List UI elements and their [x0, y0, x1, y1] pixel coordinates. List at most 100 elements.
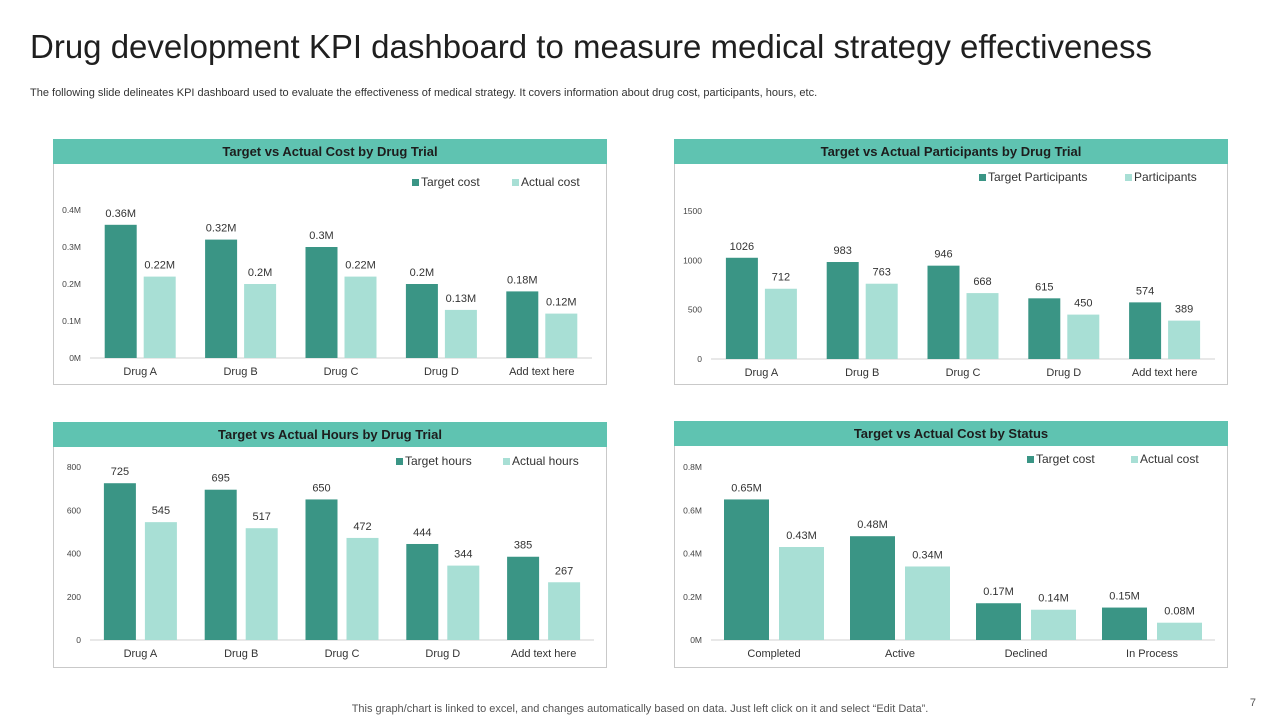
bar-actual	[1031, 609, 1076, 640]
bar-target	[724, 499, 769, 640]
x-tick-label: Drug B	[223, 366, 257, 378]
bar-actual	[245, 528, 278, 640]
legend-swatch	[1027, 456, 1034, 463]
x-tick-label: Drug A	[124, 648, 158, 660]
y-tick-label: 0.6M	[683, 505, 702, 515]
data-label: 763	[873, 267, 891, 279]
page-title: Drug development KPI dashboard to measur…	[30, 28, 1152, 65]
y-tick-label: 1500	[683, 206, 702, 216]
chart-panel-hours-by-trial[interactable]: Target vs Actual Hours by Drug Trial 0 20…	[53, 422, 607, 668]
bar-target	[1102, 607, 1147, 640]
bar-target	[826, 262, 859, 359]
legend-swatch	[412, 179, 419, 186]
chart-title: Target vs Actual Hours by Drug Trial	[53, 422, 607, 447]
data-label: 650	[312, 482, 330, 494]
bar-actual	[344, 276, 377, 358]
chart-title: Target vs Actual Cost by Status	[674, 421, 1228, 446]
chart-cost-by-status[interactable]: 0M 0.2M 0.4M 0.6M 0.8M 0.65M 0.43M Completed 0.4…	[675, 446, 1227, 667]
y-tick-label: 0.4M	[683, 549, 702, 559]
data-label: 983	[834, 245, 852, 257]
bar-actual	[447, 565, 480, 640]
page-subtitle: The following slide delineates KPI dashb…	[30, 87, 818, 99]
bar-actual	[548, 582, 581, 640]
x-tick-label: Drug C	[946, 367, 981, 379]
bar-target	[406, 543, 439, 640]
data-label: 545	[152, 505, 170, 517]
chart-panel-cost-by-trial[interactable]: Target vs Actual Cost by Drug Trial 0M 0.…	[53, 139, 607, 385]
x-tick-label: Drug D	[424, 366, 459, 378]
chart-title: Target vs Actual Participants by Drug Tr…	[674, 139, 1228, 164]
data-label: 0.2M	[248, 267, 272, 279]
bar-actual	[905, 566, 950, 640]
data-label: 0.17M	[983, 586, 1014, 598]
legend-label: Target cost	[1036, 452, 1095, 466]
bar-actual	[545, 313, 578, 358]
y-tick-label: 0	[76, 635, 81, 645]
x-tick-label: Drug D	[425, 648, 460, 660]
y-tick-label: 0.4M	[62, 205, 81, 215]
legend-swatch	[503, 458, 510, 465]
bar-actual	[779, 547, 824, 640]
chart-participants-by-trial[interactable]: 0 500 1000 1500 1026 712 Drug A 983 763 Drug B 946…	[675, 164, 1227, 384]
bar-target	[725, 257, 758, 359]
y-tick-label: 200	[67, 592, 81, 602]
chart-panel-participants-by-trial[interactable]: Target vs Actual Participants by Drug Tr…	[674, 139, 1228, 385]
legend-swatch	[1131, 456, 1138, 463]
data-label: 615	[1035, 281, 1053, 293]
data-label: 0.34M	[912, 549, 943, 561]
x-tick-label: Add text here	[511, 648, 576, 660]
data-label: 0.36M	[105, 208, 136, 220]
data-label: 0.32M	[206, 223, 237, 235]
chart-hours-by-trial[interactable]: 0 200 400 600 800 725 545 Drug A 695 517 Drug B 650…	[54, 447, 606, 667]
y-tick-label: 800	[67, 462, 81, 472]
bar-actual	[444, 309, 477, 358]
data-label: 0.48M	[857, 519, 888, 531]
data-label: 0.2M	[410, 267, 434, 279]
data-label: 668	[973, 276, 991, 288]
page-number: 7	[1249, 697, 1256, 709]
data-label: 0.14M	[1038, 593, 1069, 605]
chart-title: Target vs Actual Cost by Drug Trial	[53, 139, 607, 164]
data-label: 0.22M	[345, 260, 376, 272]
bar-target	[1028, 298, 1061, 359]
y-tick-label: 1000	[683, 255, 702, 265]
data-label: 1026	[730, 241, 754, 253]
bar-target	[507, 556, 540, 640]
bar-target	[850, 536, 895, 640]
bar-target	[104, 224, 137, 358]
y-tick-label: 0M	[690, 635, 702, 645]
bar-actual	[1168, 320, 1201, 359]
x-tick-label: Completed	[747, 648, 800, 660]
x-tick-label: Drug C	[325, 648, 360, 660]
data-label: 695	[212, 473, 230, 485]
legend-label: Target hours	[405, 454, 472, 468]
data-label: 0.43M	[786, 530, 817, 542]
y-tick-label: 600	[67, 505, 81, 515]
data-label: 0.08M	[1164, 606, 1195, 618]
bar-actual	[144, 522, 177, 640]
y-tick-label: 0.1M	[62, 316, 81, 326]
bar-target	[405, 284, 438, 358]
data-label: 0.22M	[144, 260, 175, 272]
legend-label: Actual cost	[521, 175, 580, 189]
y-tick-label: 0.2M	[62, 279, 81, 289]
legend-swatch	[396, 458, 403, 465]
bar-actual	[966, 293, 999, 359]
chart-cost-by-trial[interactable]: 0M 0.1M 0.2M 0.3M 0.4M 0.36M 0.22M Drug A 0.32M 0…	[54, 164, 606, 384]
bar-actual	[865, 283, 898, 359]
x-tick-label: Add text here	[1132, 367, 1197, 379]
x-tick-label: Drug A	[123, 366, 157, 378]
legend-label: Participants	[1134, 170, 1197, 184]
bar-actual	[1067, 314, 1100, 359]
chart-panel-cost-by-status[interactable]: Target vs Actual Cost by Status 0M 0.2M 0.…	[674, 421, 1228, 668]
legend-swatch	[979, 174, 986, 181]
legend-label: Actual hours	[512, 454, 579, 468]
bar-target	[103, 483, 136, 640]
x-tick-label: Drug B	[224, 648, 258, 660]
legend-label: Target Participants	[988, 170, 1087, 184]
x-tick-label: Drug B	[845, 367, 879, 379]
data-label: 574	[1136, 285, 1154, 297]
bar-actual	[244, 284, 277, 358]
data-label: 389	[1175, 304, 1193, 316]
data-label: 0.15M	[1109, 591, 1140, 603]
